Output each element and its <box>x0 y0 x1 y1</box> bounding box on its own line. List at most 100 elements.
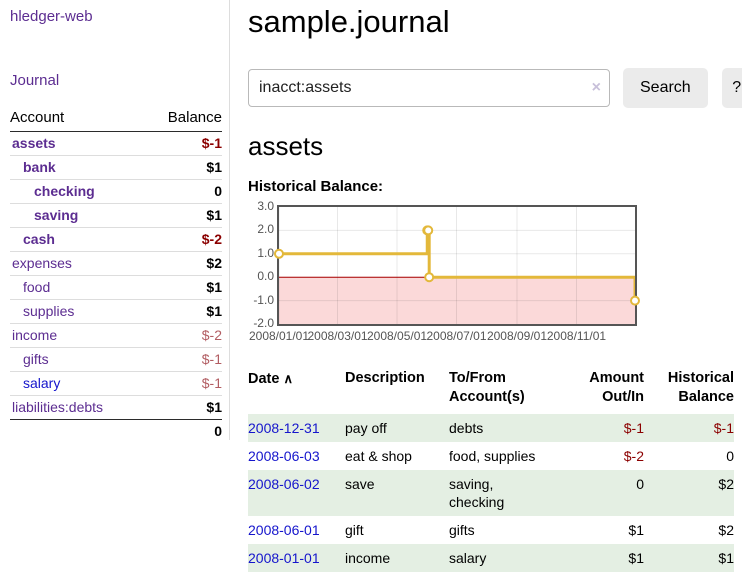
register-cell-description: income <box>345 544 449 572</box>
sidebar-item-income[interactable]: income <box>12 327 58 343</box>
account-balance: $-2 <box>143 227 222 252</box>
register-cell-balance: $-1 <box>644 414 734 442</box>
register-cell-amount: $-1 <box>568 414 644 442</box>
register-header-amount: Amount Out/In <box>589 370 644 405</box>
sidebar-item-food[interactable]: food <box>23 279 51 295</box>
search-bar: × Search ? <box>248 68 742 108</box>
x-axis-tick-label: 2008/11/01 <box>546 329 607 343</box>
account-row: income $-2 <box>10 323 222 348</box>
register-cell-date: 2008-06-02 <box>248 470 345 516</box>
sidebar-item-supplies[interactable]: supplies <box>23 303 75 319</box>
y-axis-tick-label: 0.0 <box>257 269 274 284</box>
account-row: food $1 <box>10 275 222 300</box>
register-cell-amount: $-2 <box>623 448 644 464</box>
register-header-date[interactable]: Date ∧ <box>248 371 293 387</box>
register-cell-date: 2008-06-01 <box>248 516 345 544</box>
app-brand-link[interactable]: hledger-web <box>10 8 93 25</box>
register-cell-date: 2008-06-03 <box>248 442 345 470</box>
sidebar-item-expenses[interactable]: expenses <box>12 255 72 271</box>
sidebar-item-gifts[interactable]: gifts <box>23 351 49 367</box>
help-button[interactable]: ? <box>721 68 742 108</box>
account-row: gifts $-1 <box>10 347 222 372</box>
register-rows: 2008-12-31 pay off debts $-1 $-1 2008-06-03 ea… <box>248 414 734 572</box>
x-axis-tick-label: 2008/09/01 <box>486 329 547 343</box>
sidebar-item-liabilities-debts[interactable]: liabilities:debts <box>12 399 104 415</box>
register-cell-date: 2008-01-01 <box>248 544 345 572</box>
section-heading: assets <box>248 131 324 161</box>
clear-search-icon[interactable]: × <box>591 79 601 96</box>
register-row: 2008-12-31 pay off debts $-1 $-1 <box>248 414 734 442</box>
account-balance: $1 <box>143 395 222 420</box>
x-axis-tick-label: 2008/01/01 <box>248 329 310 343</box>
register-cell-amount: $1 <box>568 544 644 572</box>
register-cell-accounts: food, supplies <box>449 448 536 464</box>
date-link[interactable]: 2008-06-03 <box>248 448 320 464</box>
sidebar: hledger-web Journal Account Balance asse… <box>0 0 230 572</box>
date-link[interactable]: 2008-06-01 <box>248 522 320 538</box>
x-axis-tick-label: 2008/07/01 <box>426 329 487 343</box>
register-cell-accounts: salary <box>449 544 568 572</box>
accounts-header-balance: Balance <box>143 106 222 132</box>
register-cell-balance: $1 <box>644 544 734 572</box>
historical-balance-chart: $ 3.02.01.00.0-1.0-2.02008/01/012008/03/… <box>248 199 742 353</box>
register-cell-accounts: gifts <box>449 522 475 538</box>
register-cell-balance: 0 <box>726 448 734 464</box>
y-axis-tick-label: -1.0 <box>253 292 274 307</box>
account-row: expenses $2 <box>10 251 222 276</box>
sidebar-item-bank[interactable]: bank <box>23 159 56 175</box>
register-row: 2008-06-03 eat & shop food, supplies $-2 0 <box>248 442 734 470</box>
page-title: sample.journal <box>248 4 450 39</box>
account-row: assets $-1 <box>10 131 222 156</box>
main-content: sample.journal × Search ? assets Histori… <box>230 0 742 572</box>
register-table: Date ∧ Description To/From Account(s) Amount… <box>248 367 734 572</box>
sidebar-item-saving[interactable]: saving <box>34 207 79 223</box>
sidebar-item-assets[interactable]: assets <box>12 135 56 151</box>
y-axis-tick-label: 3.0 <box>257 199 274 213</box>
register-cell-description: save <box>345 470 449 516</box>
x-axis-tick-label: 2008/03/01 <box>307 329 368 343</box>
accounts-header-account: Account <box>10 106 144 132</box>
register-cell-amount: $1 <box>628 522 644 538</box>
account-balance: $1 <box>143 275 222 300</box>
date-link[interactable]: 2008-01-01 <box>248 550 320 566</box>
register-header-row: Date ∧ Description To/From Account(s) Amount… <box>248 367 734 414</box>
search-button[interactable]: Search <box>623 68 708 108</box>
date-link[interactable]: 2008-06-02 <box>248 476 320 492</box>
register-row: 2008-06-01 gift gifts $1 $2 <box>248 516 734 544</box>
sidebar-item-salary[interactable]: salary <box>23 375 61 391</box>
register-cell-amount: 0 <box>568 470 644 516</box>
account-balance: $1 <box>143 299 222 324</box>
account-balance: 0 <box>143 179 222 204</box>
sort-ascending-icon: ∧ <box>283 371 293 386</box>
account-balance: $-1 <box>143 371 222 396</box>
register-row: 2008-06-02 save saving, checking 0 $2 <box>248 470 734 516</box>
register-row: 2008-01-01 income salary $1 $1 <box>248 544 734 572</box>
search-input[interactable] <box>248 69 610 107</box>
account-row: supplies $1 <box>10 299 222 324</box>
register-cell-description: eat & shop <box>345 448 412 464</box>
accounts-total: 0 <box>214 423 222 439</box>
date-link[interactable]: 2008-12-31 <box>248 420 320 436</box>
account-balance: $1 <box>143 203 222 228</box>
chart-plot-area <box>274 205 640 326</box>
y-axis-tick-label: 2.0 <box>257 222 274 237</box>
y-axis-tick-label: -2.0 <box>253 316 274 330</box>
register-cell-description: pay off <box>345 414 449 442</box>
register-cell-accounts: saving, checking <box>449 470 568 516</box>
x-axis-tick-label: 2008/05/01 <box>366 329 428 343</box>
register-cell-balance: $2 <box>644 470 734 516</box>
register-cell-date: 2008-12-31 <box>248 414 345 442</box>
account-balance: $-2 <box>143 323 222 348</box>
chart-heading: Historical Balance: <box>248 178 384 195</box>
account-balance: $-1 <box>143 347 222 372</box>
sidebar-item-checking[interactable]: checking <box>34 183 95 199</box>
account-row: checking 0 <box>10 179 222 204</box>
account-row: saving $1 <box>10 203 222 228</box>
register-cell-accounts: debts <box>449 414 568 442</box>
account-balance: $-1 <box>143 131 222 156</box>
account-row: bank $1 <box>10 155 222 180</box>
sidebar-item-journal[interactable]: Journal <box>10 72 60 89</box>
sidebar-item-cash[interactable]: cash <box>23 231 55 247</box>
register-header-description: Description <box>345 370 425 386</box>
account-rows: assets $-1 bank $1 checking 0 saving $1 cash $-2 e… <box>10 131 222 420</box>
